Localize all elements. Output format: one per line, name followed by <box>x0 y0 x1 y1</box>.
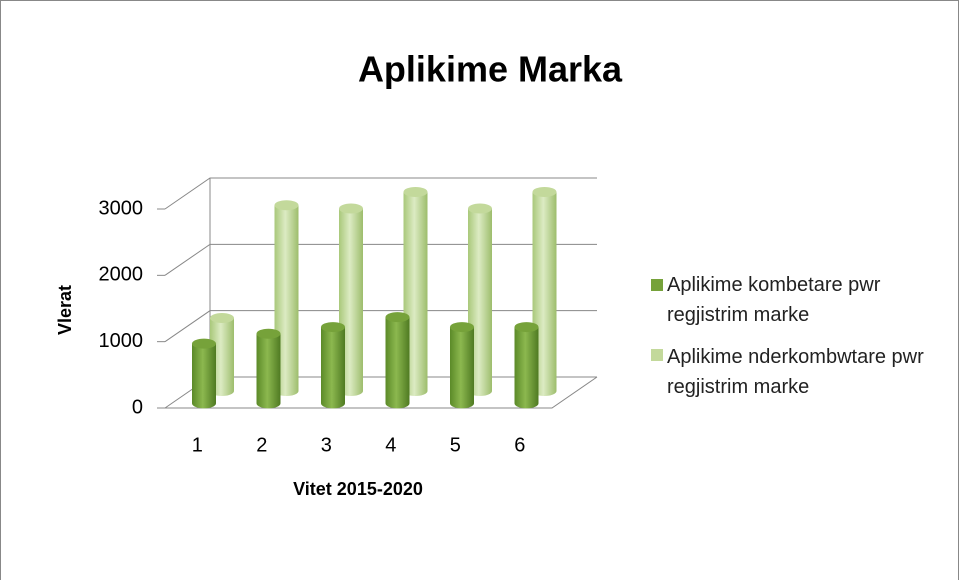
x-tick-label: 6 <box>514 434 525 456</box>
bar <box>192 338 216 409</box>
bar <box>321 322 345 409</box>
legend-swatch <box>651 349 663 361</box>
y-axis-label: Vlerat <box>55 285 75 335</box>
legend-label: Aplikime kombetare pwr regjistrim marke <box>667 274 881 326</box>
x-tick-label: 2 <box>256 434 267 456</box>
grid-line <box>164 177 597 210</box>
legend-swatch <box>651 279 663 291</box>
bar <box>256 328 281 409</box>
legend-label: Aplikime nderkombwtare pwr regjistrim ma… <box>667 346 924 398</box>
grid-line <box>164 243 597 276</box>
y-tick-label: 2000 <box>99 264 144 286</box>
legend-entry: Aplikime kombetare pwr regjistrim marke <box>667 270 957 330</box>
x-tick-label: 5 <box>450 434 461 456</box>
chart-title: Aplikime Marka <box>358 49 623 90</box>
legend-entry: Aplikime nderkombwtare pwr regjistrim ma… <box>667 342 957 402</box>
y-tick-label: 3000 <box>99 197 144 219</box>
y-tick-label: 1000 <box>99 330 144 352</box>
bar <box>385 312 410 409</box>
floor <box>165 376 598 409</box>
bar <box>514 322 539 409</box>
x-tick-label: 3 <box>321 434 332 456</box>
x-tick-label: 4 <box>385 434 396 456</box>
x-axis-label: Vitet 2015-2020 <box>293 479 423 499</box>
bar <box>450 322 474 409</box>
x-tick-label: 1 <box>192 434 203 456</box>
y-tick-label: 0 <box>132 396 143 418</box>
